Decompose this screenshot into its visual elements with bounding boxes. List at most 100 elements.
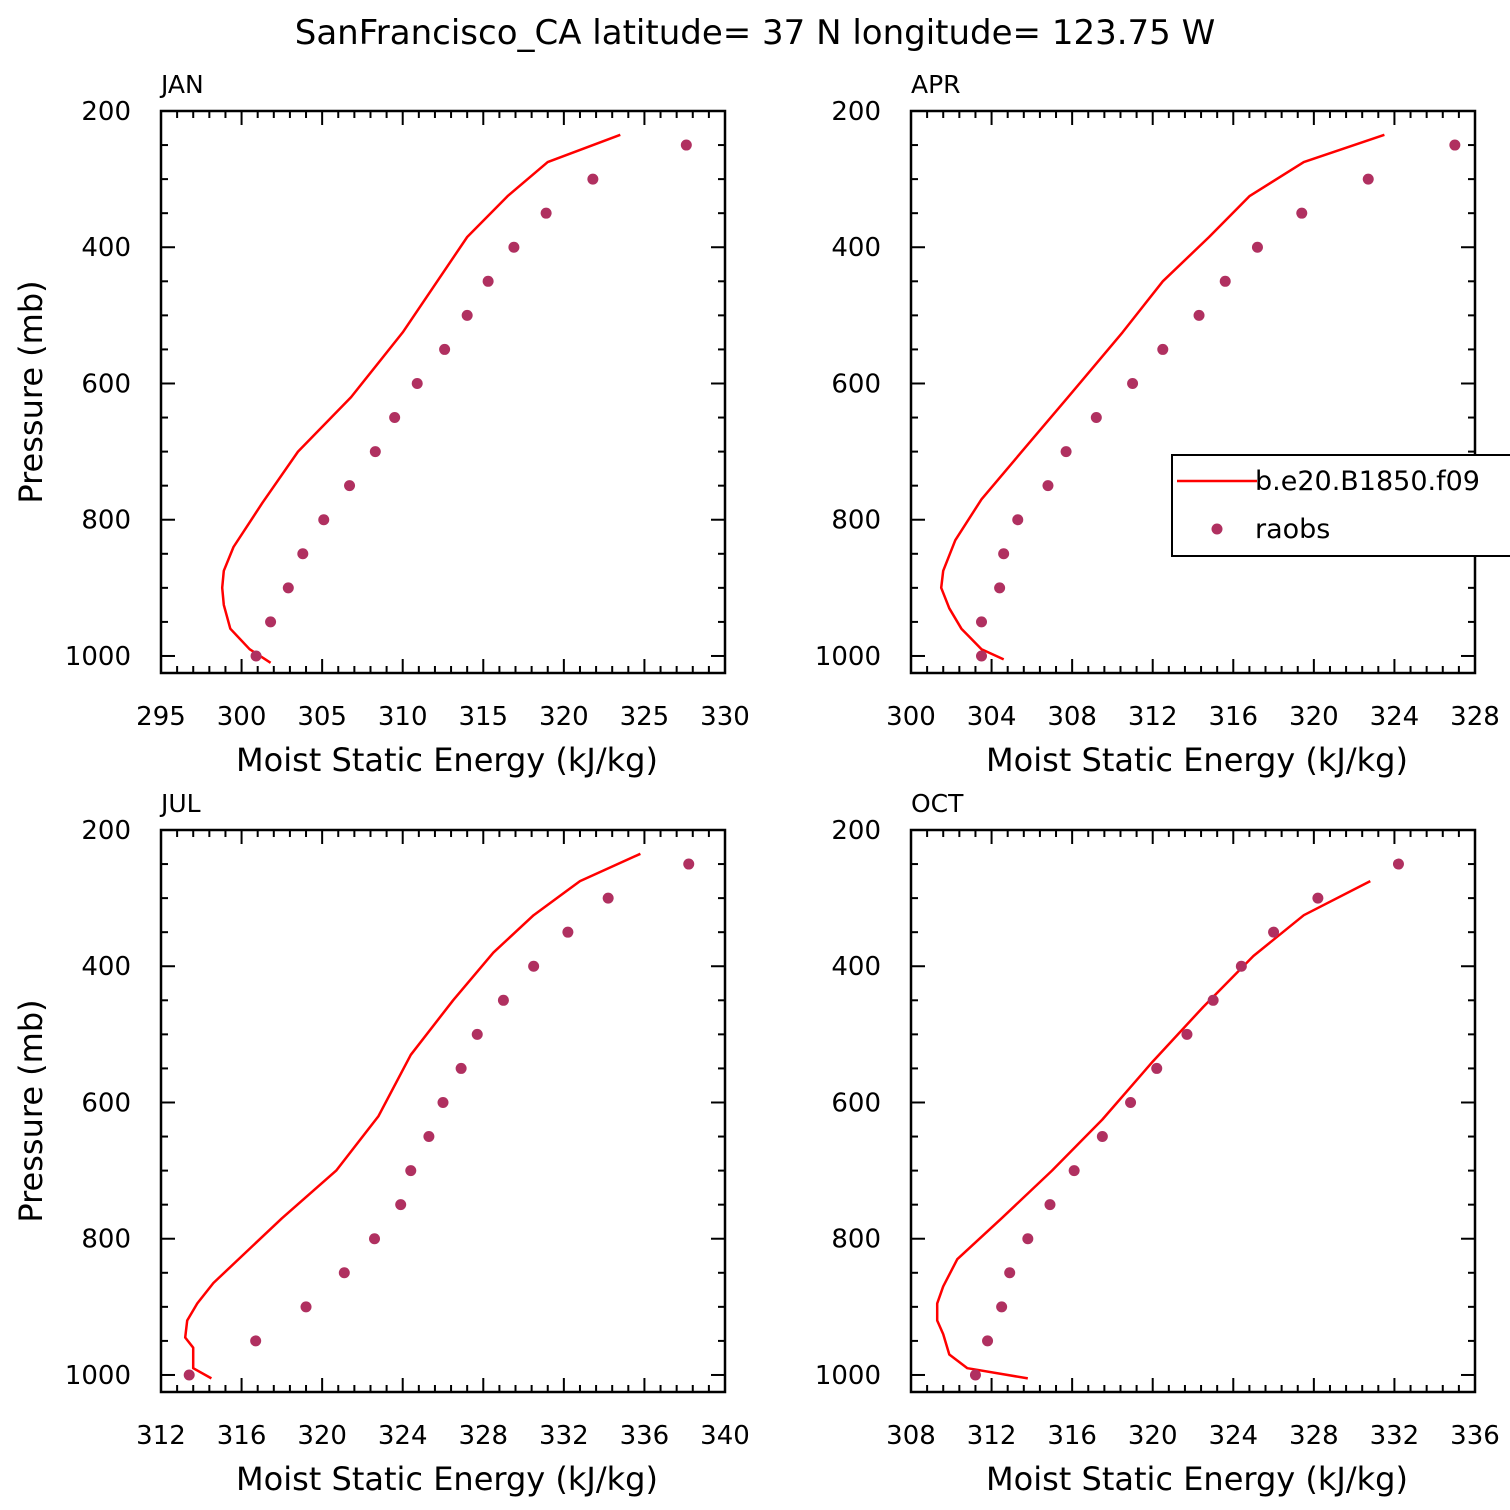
legend-marker-swatch bbox=[1211, 523, 1223, 535]
raobs-point bbox=[1125, 1096, 1137, 1108]
x-tick-label: 324 bbox=[1208, 1421, 1258, 1451]
raobs-point bbox=[1362, 173, 1374, 185]
x-tick-label: 332 bbox=[539, 1421, 589, 1451]
raobs-point bbox=[1096, 1131, 1108, 1143]
x-tick-label: 308 bbox=[1047, 702, 1097, 732]
panel-oct: OCT 308 312 316 320 324 328 332 336 200 400 600 800 1… bbox=[815, 789, 1500, 1498]
panel-label: OCT bbox=[911, 789, 964, 818]
x-tick-label: 324 bbox=[378, 1421, 428, 1451]
x-tick-label: 300 bbox=[217, 702, 267, 732]
raobs-point bbox=[1004, 1267, 1016, 1279]
raobs-point bbox=[1296, 207, 1308, 219]
x-tick-label: 336 bbox=[1450, 1421, 1500, 1451]
y-tick-label: 1000 bbox=[65, 1361, 131, 1391]
x-axis-title: Moist Static Energy (kJ/kg) bbox=[986, 1460, 1408, 1498]
raobs-point bbox=[680, 139, 692, 151]
x-tick-label: 320 bbox=[297, 1421, 347, 1451]
panel-jan: JAN 295 300 305 310 315 320 325 330 200 400 600 800 1… bbox=[12, 70, 750, 779]
legend-label-raobs: raobs bbox=[1255, 514, 1330, 545]
y-tick-label: 800 bbox=[831, 1225, 881, 1255]
raobs-point bbox=[439, 343, 451, 355]
raobs-point bbox=[969, 1369, 981, 1381]
x-tick-label: 316 bbox=[1208, 702, 1258, 732]
x-tick-label: 316 bbox=[217, 1421, 267, 1451]
raobs-point bbox=[1127, 377, 1139, 389]
raobs-point bbox=[318, 514, 330, 526]
raobs-point bbox=[300, 1301, 312, 1313]
x-tick-label: 304 bbox=[967, 702, 1017, 732]
plot-frame bbox=[159, 109, 727, 675]
y-tick-label: 400 bbox=[831, 233, 881, 263]
raobs-point bbox=[250, 650, 262, 662]
raobs-point bbox=[344, 480, 356, 492]
raobs-point bbox=[455, 1062, 467, 1074]
x-tick-label: 310 bbox=[378, 702, 428, 732]
raobs-point bbox=[587, 173, 599, 185]
raobs-point bbox=[683, 858, 695, 870]
raobs-point bbox=[471, 1028, 483, 1040]
raobs-point bbox=[976, 616, 987, 628]
y-tick-label: 400 bbox=[81, 233, 131, 263]
panel-apr: APR 300 304 308 312 316 320 324 328 200 400 600 800 1… bbox=[815, 70, 1500, 779]
raobs-point bbox=[1060, 446, 1072, 458]
y-axis-title: Pressure (mb) bbox=[12, 999, 50, 1222]
y-tick-label: 600 bbox=[81, 1088, 131, 1118]
x-tick-label: 328 bbox=[1450, 702, 1500, 732]
plot-frame bbox=[909, 828, 1477, 1394]
panel-label: JAN bbox=[159, 70, 204, 99]
model-series-line bbox=[220, 133, 621, 664]
plot-frame bbox=[909, 109, 1477, 675]
y-tick-label: 1000 bbox=[65, 642, 131, 672]
figure-title: SanFrancisco_CA latitude= 37 N longitude… bbox=[295, 13, 1216, 53]
raobs-point bbox=[297, 548, 309, 560]
y-tick-label: 800 bbox=[831, 506, 881, 536]
x-tick-label: 320 bbox=[1128, 1421, 1178, 1451]
raobs-point bbox=[497, 994, 509, 1006]
x-tick-label: 312 bbox=[136, 1421, 186, 1451]
y-tick-label: 600 bbox=[81, 369, 131, 399]
x-tick-label: 324 bbox=[1370, 702, 1420, 732]
panel-jul: JUL 312 316 320 324 328 332 336 340 200 400 600 800 1… bbox=[12, 789, 750, 1498]
y-tick-label: 400 bbox=[831, 952, 881, 982]
raobs-point bbox=[540, 207, 552, 219]
x-tick-label: 325 bbox=[620, 702, 670, 732]
raobs-point bbox=[395, 1199, 407, 1211]
raobs-point bbox=[1235, 960, 1247, 972]
x-tick-label: 320 bbox=[1289, 702, 1339, 732]
legend: b.e20.B1850.f09 raobs bbox=[1171, 454, 1510, 557]
raobs-point bbox=[602, 892, 614, 904]
y-tick-label: 200 bbox=[831, 97, 881, 127]
raobs-point bbox=[1312, 892, 1324, 904]
y-tick-label: 1000 bbox=[815, 642, 881, 672]
y-tick-label: 600 bbox=[831, 369, 881, 399]
raobs-point bbox=[1219, 275, 1231, 287]
raobs-point bbox=[996, 1301, 1008, 1313]
y-tick-label: 400 bbox=[81, 952, 131, 982]
raobs-point bbox=[183, 1369, 195, 1381]
x-tick-label: 315 bbox=[458, 702, 508, 732]
raobs-point bbox=[461, 309, 473, 321]
x-tick-label: 308 bbox=[886, 1421, 936, 1451]
raobs-point bbox=[338, 1267, 350, 1279]
x-tick-label: 320 bbox=[539, 702, 589, 732]
x-tick-label: 295 bbox=[136, 702, 186, 732]
y-tick-label: 200 bbox=[831, 816, 881, 846]
y-tick-label: 600 bbox=[831, 1088, 881, 1118]
raobs-point bbox=[265, 616, 277, 628]
raobs-point bbox=[437, 1096, 449, 1108]
x-tick-label: 336 bbox=[620, 1421, 670, 1451]
raobs-point bbox=[250, 1335, 262, 1347]
panel-label: APR bbox=[911, 70, 961, 99]
x-axis-title: Moist Static Energy (kJ/kg) bbox=[986, 741, 1408, 779]
raobs-point bbox=[1392, 858, 1404, 870]
model-series-line bbox=[939, 133, 1385, 661]
legend-box bbox=[1171, 454, 1510, 557]
legend-label-model: b.e20.B1850.f09 bbox=[1255, 466, 1480, 497]
x-tick-label: 330 bbox=[700, 702, 750, 732]
x-tick-label: 312 bbox=[1128, 702, 1178, 732]
raobs-point bbox=[1207, 994, 1219, 1006]
panel-label: JUL bbox=[159, 789, 201, 818]
raobs-point bbox=[1157, 343, 1169, 355]
model-series-line bbox=[183, 852, 641, 1380]
